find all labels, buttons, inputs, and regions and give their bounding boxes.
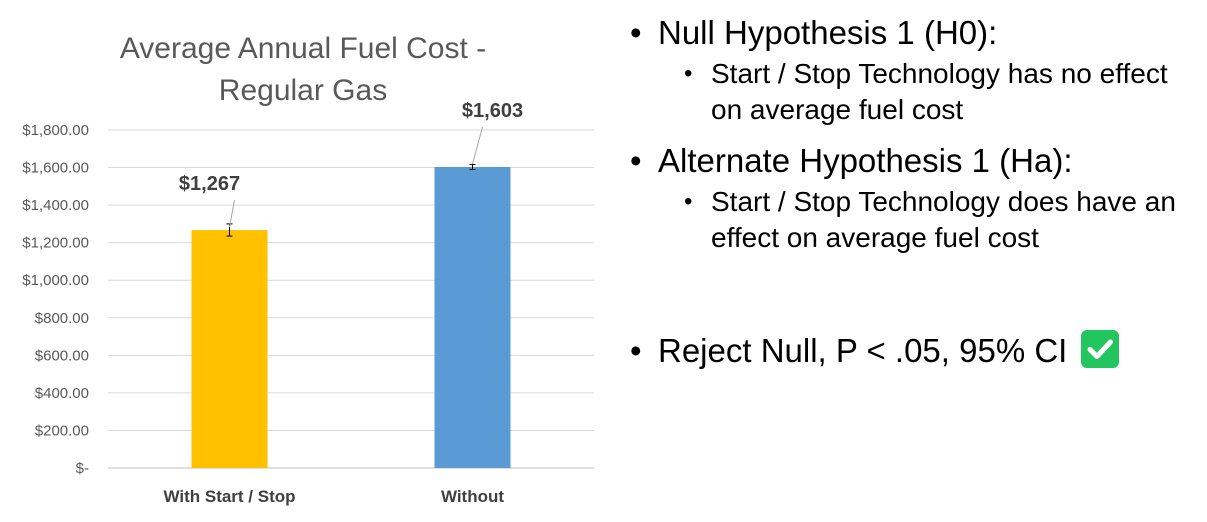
data-label-leader <box>472 126 483 165</box>
x-axis-category-labels: With Start / Stop Without <box>163 487 504 506</box>
y-tick-label: $200.00 <box>35 422 89 439</box>
y-tick-label: $800.00 <box>35 310 89 327</box>
y-axis-tick-labels: $- $200.00 $400.00 $600.00 $800.00 $1,000.00 $… <box>22 122 89 477</box>
alternate-hypothesis-heading: Alternate Hypothesis 1 (Ha): <box>628 140 1203 182</box>
y-tick-label: $1,000.00 <box>22 272 89 289</box>
chart-title-line: Average Annual Fuel Cost - <box>120 32 486 65</box>
y-tick-label: $400.00 <box>35 385 89 402</box>
chart-title-line: Regular Gas <box>219 74 387 107</box>
conclusion-text: Reject Null, P < .05, 95% CI <box>658 332 1068 369</box>
data-labels: $1,267 $1,603 <box>179 100 523 228</box>
bars <box>191 166 511 468</box>
gridlines <box>108 129 594 469</box>
bar <box>191 230 268 468</box>
y-tick-label: $1,200.00 <box>22 235 89 252</box>
data-label-leader <box>229 199 235 228</box>
check-mark-button-icon <box>1081 330 1120 368</box>
data-label: $1,267 <box>179 173 240 195</box>
data-label: $1,603 <box>462 100 523 122</box>
y-tick-label: $1,800.00 <box>22 122 89 139</box>
y-tick-label: $600.00 <box>35 347 89 364</box>
alternate-hypothesis-text: Start / Stop Technology does have an eff… <box>628 184 1203 256</box>
y-tick-label: $1,400.00 <box>22 197 89 214</box>
y-tick-label: $1,600.00 <box>22 160 89 177</box>
bar-chart: Average Annual Fuel Cost - Regular Gas $-… <box>22 32 594 506</box>
conclusion-line: Reject Null, P < .05, 95% CI <box>628 330 1203 372</box>
null-hypothesis-text: Start / Stop Technology has no effect on… <box>628 56 1203 128</box>
y-tick-label: $- <box>76 460 89 477</box>
null-hypothesis-heading: Null Hypothesis 1 (H0): <box>628 12 1203 54</box>
hypothesis-bullets: Null Hypothesis 1 (H0): Start / Stop Tec… <box>628 12 1203 372</box>
bar <box>434 166 511 468</box>
category-label: Without <box>441 487 504 506</box>
chart-title: Average Annual Fuel Cost - Regular Gas <box>120 32 486 107</box>
category-label: With Start / Stop <box>163 487 295 506</box>
